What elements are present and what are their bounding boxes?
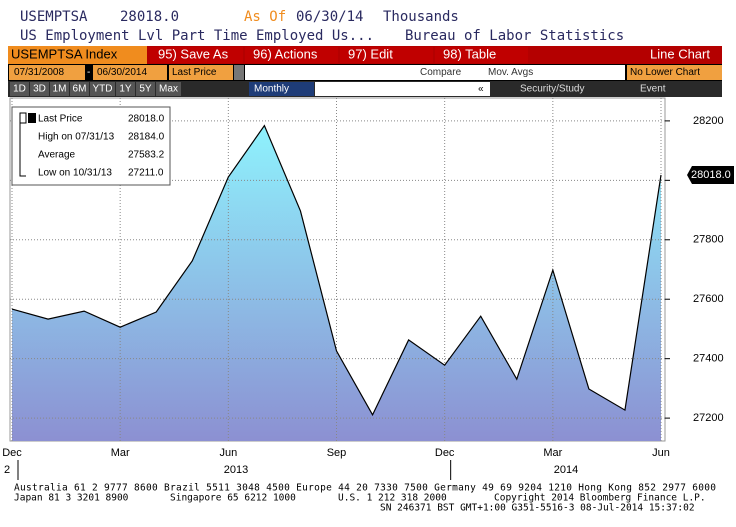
as-of-date: 06/30/14 xyxy=(296,9,363,25)
start-field[interactable] xyxy=(9,65,85,80)
field-select[interactable] xyxy=(169,65,233,80)
x-tick-label: Dec xyxy=(435,447,455,459)
last-value-tag xyxy=(687,165,734,184)
ticker: USEMPTSA xyxy=(20,9,88,25)
period-button[interactable] xyxy=(50,82,69,96)
collapse[interactable]: « xyxy=(478,84,484,95)
lower-chart: No Lower Chart xyxy=(630,67,700,78)
as-of: As Of xyxy=(244,9,286,25)
y-tick-label: 27800 xyxy=(693,234,724,246)
compare[interactable]: Compare xyxy=(420,67,462,78)
period-button[interactable] xyxy=(10,82,29,96)
frequency-select[interactable] xyxy=(249,82,314,96)
start-date: 07/31/2008 xyxy=(14,67,64,78)
legend-entries: Last Price 28018.0 High on 07/31/13 28184.0… xyxy=(38,114,165,179)
event[interactable]: Event xyxy=(640,84,666,95)
x-tick-label: Mar xyxy=(111,447,130,459)
footer: Australia 61 2 9777 8600 Brazil 5511 304… xyxy=(14,483,716,494)
y-tick-label: 28200 xyxy=(693,115,724,127)
toolbar-button-label[interactable]: 97) Edit xyxy=(348,46,393,61)
last-value-label: 28018.0 xyxy=(691,169,731,181)
period-label[interactable]: 1Y xyxy=(119,84,132,95)
year-label: 2014 xyxy=(554,464,578,476)
period-label[interactable]: 1M xyxy=(53,84,67,95)
dropdown[interactable] xyxy=(234,65,244,80)
period-label[interactable]: Max xyxy=(159,84,178,95)
period-label[interactable]: 1D xyxy=(13,84,26,95)
description: US Employment Lvl Part Time Employed Us.… xyxy=(20,28,374,44)
legend-value: 27583.2 xyxy=(128,150,165,161)
legend-label: Low on 10/31/13 xyxy=(38,168,112,179)
mov-avgs[interactable]: Mov. Avgs xyxy=(488,67,533,78)
legend-label: Last Price xyxy=(38,114,83,125)
year-label: 2013 xyxy=(224,464,248,476)
frequency: Monthly xyxy=(254,84,289,95)
footer: SN 246371 BST GMT+1:00 G351-5516-3 08-Ju… xyxy=(380,503,695,514)
y-tick-label: 27400 xyxy=(693,353,724,365)
legend xyxy=(11,106,171,186)
end-date: 06/30/2014 xyxy=(97,67,147,78)
header-value: 28018.0 xyxy=(120,9,179,25)
field: Last Price xyxy=(172,67,217,78)
legend-tree xyxy=(19,123,26,177)
period-field xyxy=(315,82,490,96)
period-label[interactable]: 3D xyxy=(33,84,46,95)
line xyxy=(11,124,662,417)
end-field[interactable] xyxy=(93,65,167,80)
x-tick-label: Dec xyxy=(2,447,22,459)
toolbar-button[interactable] xyxy=(435,47,528,63)
period-button[interactable] xyxy=(136,82,155,96)
x-tick-label: Sep xyxy=(327,447,347,459)
period-button[interactable] xyxy=(90,82,115,96)
y-tick-label: 27600 xyxy=(693,293,724,305)
period-button[interactable] xyxy=(116,82,135,96)
units: Thousands xyxy=(383,9,459,25)
toolbar-button[interactable] xyxy=(340,47,433,63)
plot xyxy=(10,98,665,441)
toolbar-button-label[interactable]: 98) Table xyxy=(443,46,496,61)
security-study[interactable]: Security/Study xyxy=(520,84,584,95)
period-label[interactable]: 5Y xyxy=(139,84,152,95)
legend-box xyxy=(11,106,171,186)
toolbar-button[interactable] xyxy=(150,47,243,63)
chart-type[interactable]: Line Chart xyxy=(650,46,710,61)
footer: Singapore 65 6212 1000 xyxy=(170,493,296,504)
toolbar-buttons: 95) Save As 96) Actions 97) Edit 98) Table xyxy=(150,46,528,63)
index-box xyxy=(8,46,147,64)
legend-icon xyxy=(28,113,36,123)
legend-label: Average xyxy=(38,150,76,161)
compare-field[interactable] xyxy=(245,65,625,80)
source: Bureau of Labor Statistics xyxy=(405,28,624,44)
period-button[interactable] xyxy=(156,82,181,96)
period-button[interactable] xyxy=(70,82,89,96)
period-button[interactable] xyxy=(30,82,49,96)
footer: Japan 81 3 3201 8900 Singapore 65 6212 10… xyxy=(14,493,706,504)
period-buttons: 1D 3D 1M 6M YTD 1Y 5Y Max xyxy=(10,82,181,96)
x-tick-label: Jun xyxy=(219,447,237,459)
y-tick-label: 27200 xyxy=(693,412,724,424)
toolbar-button[interactable] xyxy=(245,47,338,63)
legend-label: High on 07/31/13 xyxy=(38,132,115,143)
legend-value: 28018.0 xyxy=(128,114,165,125)
legend-icon xyxy=(19,112,27,124)
period-label[interactable]: 6M xyxy=(73,84,87,95)
lower-select[interactable] xyxy=(627,65,722,80)
toolbar-button-label[interactable]: 96) Actions xyxy=(253,46,318,61)
legend-value: 27211.0 xyxy=(128,168,164,179)
year-label: 2 xyxy=(4,464,10,476)
area xyxy=(12,125,661,441)
toolbar-button-label[interactable]: 95) Save As xyxy=(158,46,229,61)
dash: - xyxy=(87,67,90,78)
footer: Copyright 2014 Bloomberg Finance L.P. xyxy=(494,493,706,504)
x-tick-label: Mar xyxy=(543,447,562,459)
index-name: USEMPTSA Index xyxy=(11,46,118,61)
period-label[interactable]: YTD xyxy=(93,84,113,95)
footer: Japan 81 3 3201 8900 xyxy=(14,493,129,504)
legend-value: 28184.0 xyxy=(128,132,165,143)
footer: U.S. 1 212 318 2000 xyxy=(338,493,447,504)
x-tick-label: Jun xyxy=(652,447,670,459)
